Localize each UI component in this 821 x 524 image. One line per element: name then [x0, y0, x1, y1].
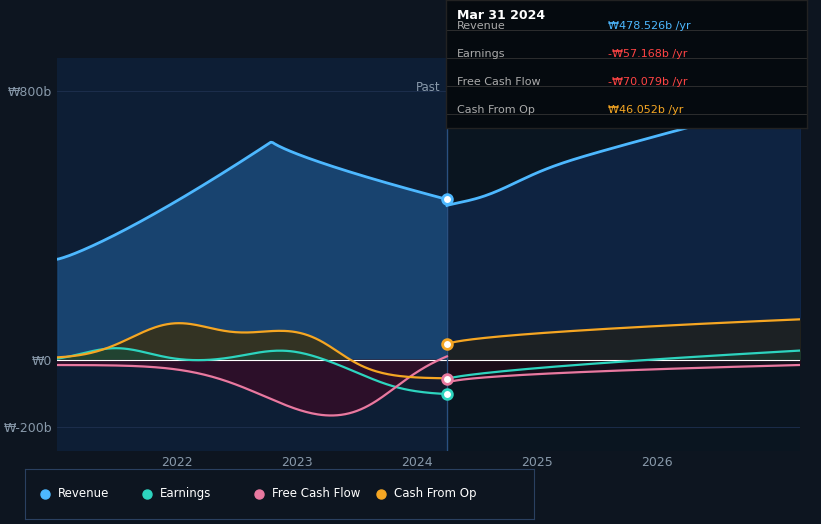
Text: Free Cash Flow: Free Cash Flow	[456, 77, 540, 87]
Text: Earnings: Earnings	[159, 487, 211, 500]
Text: Cash From Op: Cash From Op	[456, 105, 534, 115]
Text: -₩70.079b /yr: -₩70.079b /yr	[608, 77, 688, 87]
Text: Analysts Forecasts: Analysts Forecasts	[453, 81, 563, 94]
Text: -₩57.168b /yr: -₩57.168b /yr	[608, 49, 688, 59]
Text: ₩46.052b /yr: ₩46.052b /yr	[608, 105, 684, 115]
Text: Revenue: Revenue	[57, 487, 109, 500]
Text: Mar 31 2024: Mar 31 2024	[456, 9, 545, 22]
Text: Free Cash Flow: Free Cash Flow	[272, 487, 360, 500]
Text: Cash From Op: Cash From Op	[394, 487, 476, 500]
Bar	[57, 58, 447, 451]
Text: Revenue: Revenue	[456, 20, 506, 30]
Bar	[447, 58, 800, 451]
Text: Earnings: Earnings	[456, 49, 505, 59]
Text: Past: Past	[416, 81, 441, 94]
Text: ₩478.526b /yr: ₩478.526b /yr	[608, 20, 691, 30]
